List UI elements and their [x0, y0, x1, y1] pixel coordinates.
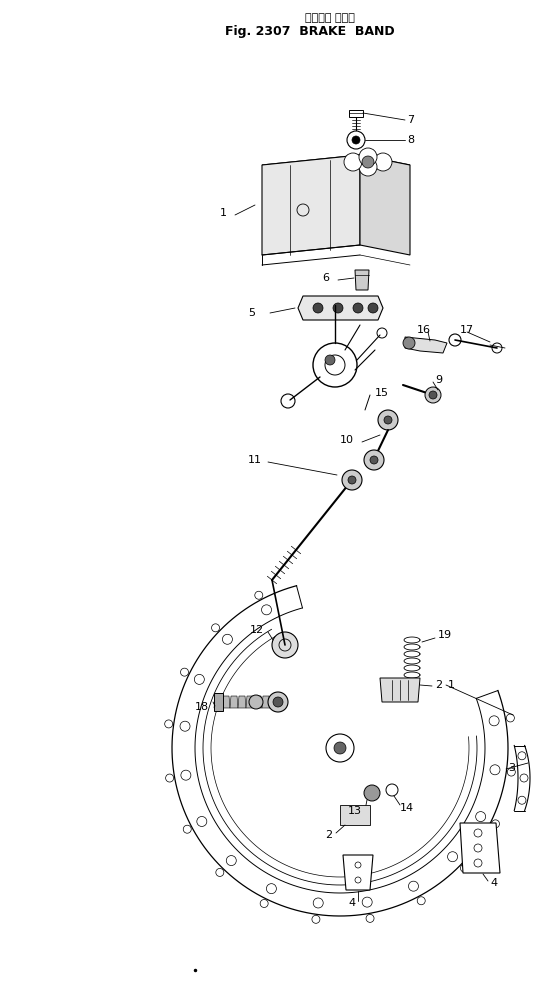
- Text: 1: 1: [220, 208, 227, 218]
- Circle shape: [364, 785, 380, 801]
- Circle shape: [273, 697, 283, 707]
- Circle shape: [333, 303, 343, 313]
- Circle shape: [425, 387, 441, 403]
- Text: Fig. 2307  BRAKE  BAND: Fig. 2307 BRAKE BAND: [225, 26, 395, 39]
- Text: 5: 5: [248, 308, 255, 318]
- Text: 3: 3: [508, 763, 515, 773]
- Text: 10: 10: [340, 435, 354, 445]
- Circle shape: [249, 695, 263, 709]
- Text: 8: 8: [407, 135, 414, 145]
- Text: 1: 1: [448, 680, 455, 690]
- Polygon shape: [246, 696, 254, 708]
- Polygon shape: [262, 696, 270, 708]
- Polygon shape: [230, 696, 238, 708]
- Circle shape: [325, 355, 335, 365]
- Circle shape: [313, 303, 323, 313]
- Polygon shape: [262, 155, 410, 175]
- Circle shape: [374, 153, 392, 171]
- Polygon shape: [214, 693, 223, 711]
- Text: 12: 12: [250, 625, 264, 635]
- Polygon shape: [254, 696, 262, 708]
- Polygon shape: [262, 155, 360, 255]
- Text: 2: 2: [435, 680, 442, 690]
- Circle shape: [268, 692, 288, 712]
- Circle shape: [353, 303, 363, 313]
- Text: 9: 9: [435, 375, 442, 385]
- Text: 2: 2: [325, 830, 332, 840]
- Circle shape: [348, 476, 356, 484]
- Text: 18: 18: [195, 702, 209, 712]
- Text: 13: 13: [348, 806, 362, 816]
- Polygon shape: [238, 696, 246, 708]
- Polygon shape: [355, 270, 369, 290]
- Polygon shape: [222, 696, 230, 708]
- Text: 6: 6: [322, 273, 329, 283]
- Polygon shape: [349, 110, 363, 117]
- Circle shape: [384, 416, 392, 424]
- Polygon shape: [360, 155, 410, 255]
- Circle shape: [368, 303, 378, 313]
- Polygon shape: [380, 678, 420, 702]
- Text: 11: 11: [248, 455, 262, 465]
- Circle shape: [342, 470, 362, 490]
- Circle shape: [344, 153, 362, 171]
- Circle shape: [364, 450, 384, 470]
- Polygon shape: [405, 337, 447, 353]
- Polygon shape: [270, 696, 278, 708]
- Circle shape: [362, 156, 374, 168]
- Circle shape: [347, 131, 365, 149]
- Text: 4: 4: [490, 878, 497, 888]
- Text: 17: 17: [460, 325, 474, 335]
- Circle shape: [370, 456, 378, 464]
- Text: 14: 14: [400, 803, 414, 813]
- Circle shape: [359, 148, 377, 166]
- Text: 7: 7: [407, 115, 414, 125]
- Text: 16: 16: [417, 325, 431, 335]
- Circle shape: [429, 391, 437, 399]
- Text: 19: 19: [438, 630, 452, 640]
- Circle shape: [378, 410, 398, 430]
- Circle shape: [272, 632, 298, 658]
- Polygon shape: [343, 855, 373, 890]
- Circle shape: [334, 742, 346, 754]
- Text: 4: 4: [348, 898, 355, 908]
- Circle shape: [326, 734, 354, 762]
- Polygon shape: [214, 696, 222, 708]
- Polygon shape: [340, 805, 370, 825]
- Circle shape: [403, 337, 415, 349]
- Circle shape: [359, 158, 377, 176]
- Text: ブレーキ バンド: ブレーキ バンド: [305, 13, 355, 23]
- Polygon shape: [298, 296, 383, 320]
- Text: 15: 15: [375, 388, 389, 398]
- Circle shape: [352, 136, 360, 144]
- Polygon shape: [460, 823, 500, 873]
